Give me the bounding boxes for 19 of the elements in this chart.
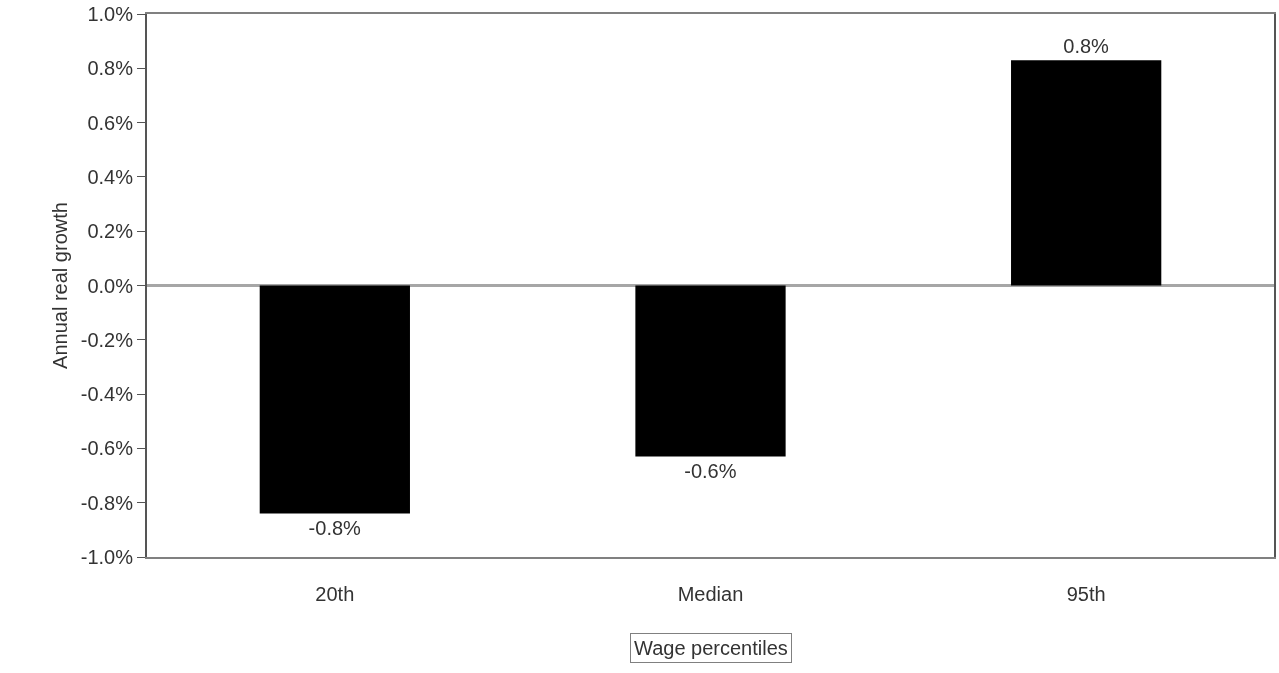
- x-tick-label: 20th: [315, 583, 355, 605]
- y-axis-title: Annual real growth: [48, 202, 71, 369]
- data-label: -0.6%: [684, 459, 737, 482]
- data-label: 0.8%: [1063, 35, 1110, 58]
- y-tick-label: 0.0%: [87, 274, 134, 297]
- y-tick-label: -0.8%: [80, 491, 134, 514]
- y-tick-label: -0.2%: [80, 328, 134, 351]
- y-tick-label: 0.8%: [87, 57, 134, 80]
- x-tick-label: Median: [677, 583, 744, 605]
- y-tick-label: 1.0%: [87, 3, 134, 25]
- y-tick-label: -1.0%: [80, 546, 134, 568]
- y-tick-label: 0.4%: [87, 165, 134, 188]
- y-tick-label: 0.6%: [87, 111, 134, 134]
- x-tick-label: 95th: [1066, 583, 1106, 605]
- y-tick-label: 0.2%: [87, 220, 134, 243]
- y-tick-label: -0.6%: [80, 437, 134, 460]
- data-label: -0.8%: [308, 516, 362, 539]
- x-axis-title: Wage percentiles: [634, 637, 788, 659]
- y-tick-label: -0.4%: [80, 383, 134, 406]
